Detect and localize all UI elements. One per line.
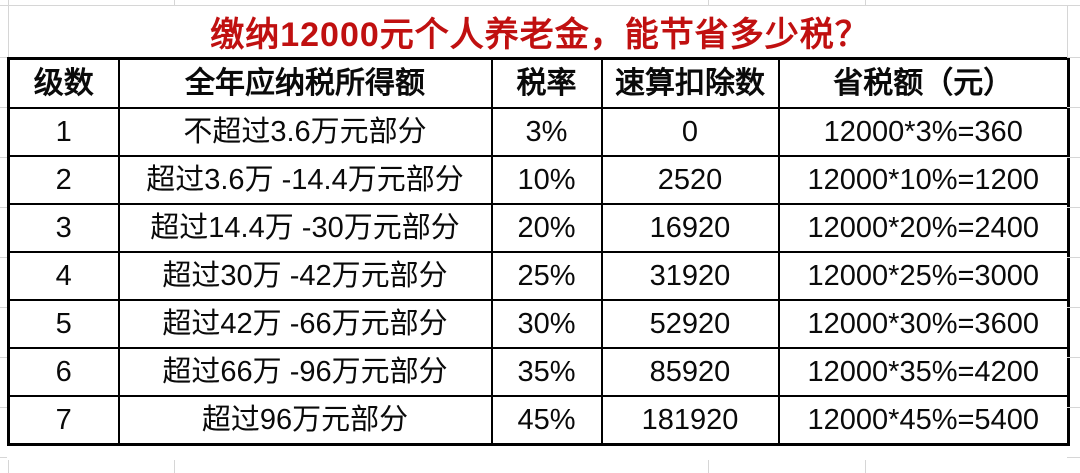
table-body: 1 不超过3.6万元部分 3% 0 12000*3%=360 2 超过3.6万 -14.4万… bbox=[7, 107, 1070, 446]
table-cell: 25% bbox=[490, 251, 603, 301]
table-cell: 12000*20%=2400 bbox=[777, 203, 1070, 253]
table-title: 缴纳12000元个人养老金，能节省多少税？ bbox=[0, 6, 1080, 57]
table-cell: 45% bbox=[490, 395, 603, 446]
table-cell: 6 bbox=[7, 347, 120, 397]
table-cell: 31920 bbox=[600, 251, 780, 301]
gridline-tick bbox=[1067, 257, 1080, 258]
table-cell: 7 bbox=[7, 395, 120, 446]
gridline-tick bbox=[1067, 357, 1080, 358]
gridline-top-strip bbox=[0, 5, 1080, 6]
gridline-tick bbox=[865, 460, 866, 473]
table-cell: 不超过3.6万元部分 bbox=[117, 107, 493, 157]
gridline-tick bbox=[0, 307, 7, 308]
table-cell: 1 bbox=[7, 107, 120, 157]
table-cell: 超过30万 -42万元部分 bbox=[117, 251, 493, 301]
gridline-tick bbox=[1067, 207, 1080, 208]
gridline-tick bbox=[708, 0, 709, 6]
tax-table: 级数 全年应纳税所得额 税率 速算扣除数 省税额（元） 1 不超过3.6万元部分 3… bbox=[7, 57, 1070, 446]
gridline-tick bbox=[1067, 6, 1068, 57]
gridline-tick bbox=[174, 460, 175, 473]
table-cell: 超过96万元部分 bbox=[117, 395, 493, 446]
table-cell: 85920 bbox=[600, 347, 780, 397]
table-row: 7 超过96万元部分 45% 181920 12000*45%=5400 bbox=[7, 395, 1070, 446]
table-cell: 35% bbox=[490, 347, 603, 397]
table-cell: 超过14.4万 -30万元部分 bbox=[117, 203, 493, 253]
table-cell: 5 bbox=[7, 299, 120, 349]
table-cell: 3 bbox=[7, 203, 120, 253]
gridline-tick bbox=[0, 107, 7, 108]
table-row: 6 超过66万 -96万元部分 35% 85920 12000*35%=4200 bbox=[7, 347, 1070, 397]
table-cell: 12000*30%=3600 bbox=[777, 299, 1070, 349]
table-cell: 12000*35%=4200 bbox=[777, 347, 1070, 397]
table-row: 4 超过30万 -42万元部分 25% 31920 12000*25%=3000 bbox=[7, 251, 1070, 301]
table-cell: 超过42万 -66万元部分 bbox=[117, 299, 493, 349]
table-cell: 超过3.6万 -14.4万元部分 bbox=[117, 155, 493, 205]
header-row: 级数 全年应纳税所得额 税率 速算扣除数 省税额（元） bbox=[7, 57, 1070, 109]
table-cell: 16920 bbox=[600, 203, 780, 253]
header-cell-quick-deduction: 速算扣除数 bbox=[600, 57, 780, 109]
gridline-tick bbox=[0, 57, 7, 58]
table-cell: 3% bbox=[490, 107, 603, 157]
gridline-tick bbox=[8, 460, 9, 473]
gridline-tick bbox=[0, 207, 7, 208]
gridline-tick bbox=[1067, 157, 1080, 158]
gridline-tick bbox=[0, 407, 7, 408]
table-cell: 2520 bbox=[600, 155, 780, 205]
header-cell-tax-rate: 税率 bbox=[490, 57, 603, 109]
gridline-tick bbox=[865, 0, 866, 6]
header-cell-level: 级数 bbox=[7, 57, 120, 109]
header-cell-taxable-income: 全年应纳税所得额 bbox=[117, 57, 493, 109]
table-cell: 12000*10%=1200 bbox=[777, 155, 1070, 205]
table-cell: 2 bbox=[7, 155, 120, 205]
gridline-tick bbox=[8, 0, 9, 6]
table-cell: 52920 bbox=[600, 299, 780, 349]
gridline-tick bbox=[8, 6, 9, 57]
gridline-tick bbox=[1067, 107, 1080, 108]
table-cell: 0 bbox=[600, 107, 780, 157]
gridline-tick bbox=[0, 157, 7, 158]
table-row: 1 不超过3.6万元部分 3% 0 12000*3%=360 bbox=[7, 107, 1070, 157]
table-cell: 12000*25%=3000 bbox=[777, 251, 1070, 301]
gridline-tick bbox=[0, 357, 7, 358]
table-row: 5 超过42万 -66万元部分 30% 52920 12000*30%=3600 bbox=[7, 299, 1070, 349]
gridline-tick bbox=[0, 457, 7, 458]
gridline-tick bbox=[1067, 57, 1080, 58]
table-cell: 10% bbox=[490, 155, 603, 205]
table-row: 2 超过3.6万 -14.4万元部分 10% 2520 12000*10%=1200 bbox=[7, 155, 1070, 205]
gridline-tick bbox=[1067, 407, 1080, 408]
table-cell: 4 bbox=[7, 251, 120, 301]
table-cell: 20% bbox=[490, 203, 603, 253]
table-cell: 12000*3%=360 bbox=[777, 107, 1070, 157]
gridline-tick bbox=[1067, 457, 1080, 458]
gridline-tick bbox=[174, 0, 175, 6]
gridline-tick bbox=[708, 460, 709, 473]
table-row: 3 超过14.4万 -30万元部分 20% 16920 12000*20%=2400 bbox=[7, 203, 1070, 253]
gridline-tick bbox=[1067, 307, 1080, 308]
table-cell: 30% bbox=[490, 299, 603, 349]
table-cell: 12000*45%=5400 bbox=[777, 395, 1070, 446]
gridline-tick bbox=[0, 257, 7, 258]
header-cell-tax-saved: 省税额（元） bbox=[777, 57, 1070, 109]
table-cell: 181920 bbox=[600, 395, 780, 446]
table-cell: 超过66万 -96万元部分 bbox=[117, 347, 493, 397]
title-text: 缴纳12000元个人养老金，能节省多少税？ bbox=[210, 16, 870, 54]
